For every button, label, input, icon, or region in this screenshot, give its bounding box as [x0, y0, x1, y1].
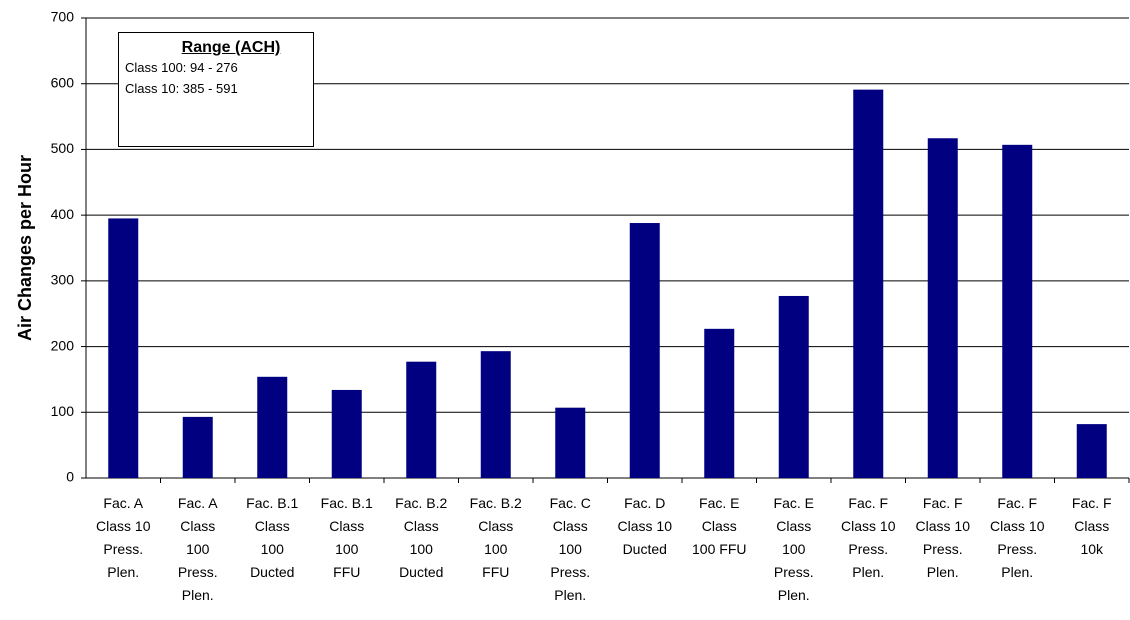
y-tick-label: 700 [51, 9, 75, 25]
x-tick-label: Fac. E Class 100 Press. Plen. [773, 495, 814, 603]
y-tick-label: 400 [51, 206, 75, 222]
y-tick-label: 600 [51, 74, 75, 90]
annotation-box: Range (ACH) Class 100: 94 - 276 Class 10… [118, 32, 314, 147]
bar [704, 328, 735, 478]
x-tick-label: Fac. F Class 10 Press. Plen. [915, 495, 970, 580]
x-tick-label: Fac. A Class 100 Press. Plen. [177, 495, 218, 603]
x-tick-label: Fac. F Class 10k [1071, 495, 1112, 557]
bar [555, 407, 586, 478]
x-tick-label: Fac. E Class 100 FFU [692, 495, 747, 557]
y-tick-label: 300 [51, 272, 75, 288]
bar [257, 376, 288, 478]
bar [778, 295, 809, 478]
x-tick-label: Fac. F Class 10 Press. Plen. [841, 495, 896, 580]
y-axis-label: Air Changes per Hour [15, 155, 35, 341]
bar [182, 416, 213, 478]
x-tick-label: Fac. C Class 100 Press. Plen. [549, 495, 591, 603]
bar [406, 361, 437, 478]
y-tick-label: 0 [66, 469, 74, 485]
annotation-title: Range (ACH) [181, 39, 281, 56]
bar [1002, 144, 1033, 479]
x-tick-label: Fac. A Class 10 Press. Plen. [96, 495, 151, 580]
bar [1076, 424, 1107, 478]
x-tick-label: Fac. F Class 10 Press. Plen. [990, 495, 1045, 580]
x-tick-label: Fac. B.2 Class 100 Ducted [395, 495, 448, 580]
bar [480, 351, 511, 478]
y-tick-label: 100 [51, 403, 75, 419]
x-tick-label: Fac. D Class 10 Ducted [617, 495, 672, 557]
x-tick-label: Fac. B.1 Class 100 Ducted [246, 495, 299, 580]
annotation-line: Class 100: 94 - 276 [125, 60, 238, 75]
bar [331, 389, 362, 478]
bar [853, 89, 884, 478]
y-tick-label: 500 [51, 140, 75, 156]
annotation-line: Class 10: 385 - 591 [125, 81, 238, 96]
bar [927, 138, 958, 478]
x-tick-label: Fac. B.1 Class 100 FFU [320, 495, 373, 580]
x-tick-label: Fac. B.2 Class 100 FFU [469, 495, 522, 580]
bar [108, 218, 139, 478]
y-tick-label: 200 [51, 337, 75, 353]
bar [629, 223, 660, 478]
